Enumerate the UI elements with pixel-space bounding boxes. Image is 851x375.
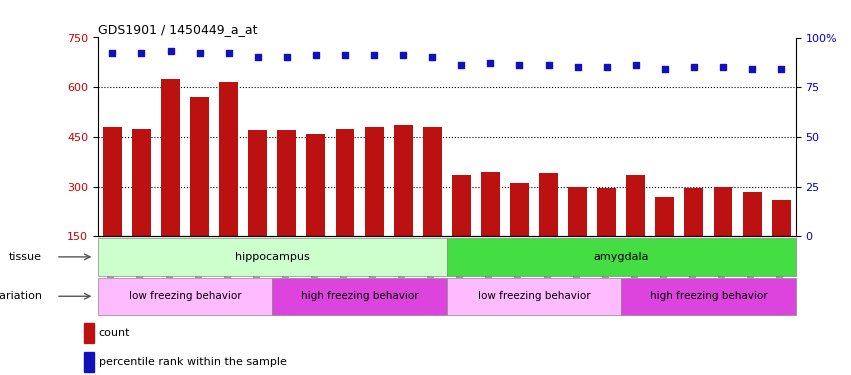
Point	[193, 50, 207, 56]
Point	[222, 50, 236, 56]
Bar	[510, 183, 529, 236]
Point	[280, 54, 294, 60]
Point	[134, 50, 148, 56]
Bar	[568, 187, 587, 236]
Text: count: count	[99, 328, 130, 338]
Text: hippocampus: hippocampus	[235, 252, 310, 262]
Bar	[277, 130, 296, 236]
Bar	[655, 196, 674, 236]
Point	[571, 64, 585, 70]
Bar	[98, 238, 447, 276]
Bar	[423, 127, 442, 236]
Bar	[272, 278, 447, 315]
Point	[397, 53, 410, 58]
Bar	[220, 82, 238, 236]
Bar	[394, 125, 413, 236]
Point	[512, 62, 526, 68]
Point	[426, 54, 439, 60]
Text: amygdala: amygdala	[593, 252, 649, 262]
Bar	[248, 130, 267, 236]
Bar	[103, 127, 122, 236]
Bar	[713, 187, 733, 236]
Bar	[621, 278, 796, 315]
Bar	[83, 352, 94, 372]
Bar	[597, 188, 616, 236]
Text: GDS1901 / 1450449_a_at: GDS1901 / 1450449_a_at	[98, 23, 257, 36]
Bar	[335, 129, 355, 236]
Point	[774, 66, 788, 72]
Bar	[447, 238, 796, 276]
Bar	[364, 127, 384, 236]
Point	[542, 62, 556, 68]
Point	[483, 60, 497, 66]
Point	[368, 53, 381, 58]
Bar	[132, 129, 151, 236]
Point	[454, 62, 468, 68]
Bar	[539, 173, 558, 236]
Point	[163, 48, 177, 54]
Point	[687, 64, 700, 70]
Point	[745, 66, 759, 72]
Bar	[306, 134, 325, 236]
Bar	[772, 200, 791, 236]
Bar	[452, 175, 471, 236]
Point	[600, 64, 614, 70]
Bar	[83, 322, 94, 343]
Point	[309, 53, 323, 58]
Text: percentile rank within the sample: percentile rank within the sample	[99, 357, 287, 367]
Point	[338, 53, 351, 58]
Point	[717, 64, 730, 70]
Point	[629, 62, 643, 68]
Bar	[190, 97, 209, 236]
Bar	[161, 79, 180, 236]
Bar	[743, 192, 762, 236]
Text: genotype/variation: genotype/variation	[0, 291, 42, 301]
Text: low freezing behavior: low freezing behavior	[129, 291, 242, 301]
Text: tissue: tissue	[9, 252, 42, 262]
Bar	[684, 188, 704, 236]
Bar	[626, 175, 645, 236]
Point	[106, 50, 119, 56]
Point	[658, 66, 671, 72]
Bar	[447, 278, 621, 315]
Text: high freezing behavior: high freezing behavior	[300, 291, 419, 301]
Text: high freezing behavior: high freezing behavior	[649, 291, 768, 301]
Text: low freezing behavior: low freezing behavior	[477, 291, 591, 301]
Bar	[98, 278, 272, 315]
Bar	[481, 172, 500, 236]
Point	[251, 54, 265, 60]
